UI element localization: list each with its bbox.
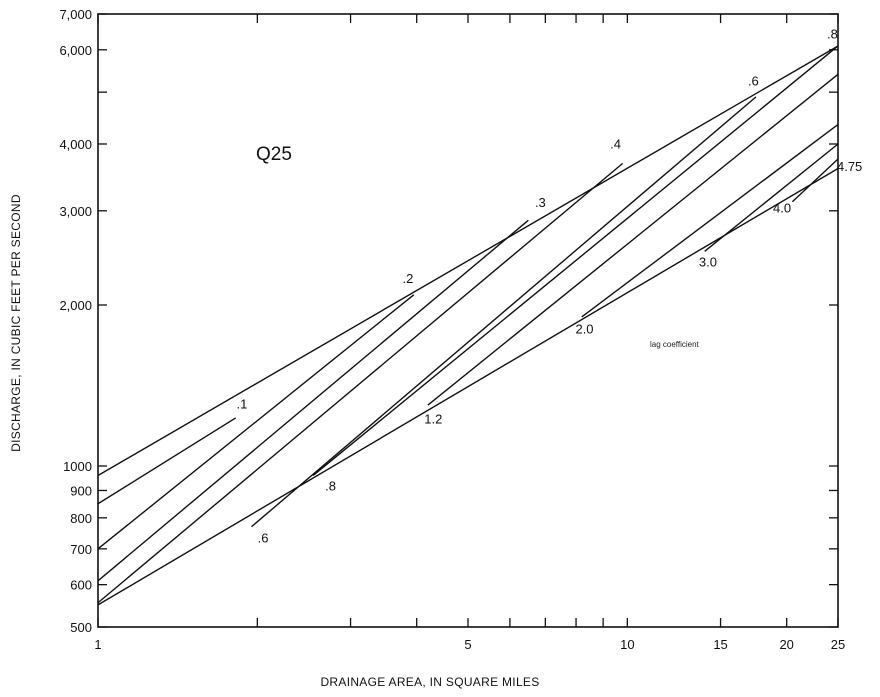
lag-line bbox=[97, 162, 624, 604]
lag-label: 2.0 bbox=[575, 321, 593, 336]
lag-label: 4.75 bbox=[837, 159, 862, 174]
y-tick-label: 6,000 bbox=[59, 43, 92, 58]
annotation-lag-coefficient: lag coefficient bbox=[650, 340, 700, 349]
x-tick-label: 5 bbox=[464, 637, 471, 652]
lag-line bbox=[427, 73, 839, 406]
lag-label: .3 bbox=[535, 195, 546, 210]
lag-label: 1.2 bbox=[424, 412, 442, 427]
x-tick-label: 20 bbox=[779, 637, 793, 652]
lag-label: .6 bbox=[748, 73, 759, 88]
x-tick-label: 10 bbox=[620, 637, 634, 652]
lag-line bbox=[97, 219, 529, 582]
y-tick-label: 4,000 bbox=[59, 137, 92, 152]
y-tick-labels: 500 600 700 800 900 1000 2,000 3,000 4,000 6,000 7… bbox=[59, 7, 92, 635]
y-tick-label: 900 bbox=[70, 483, 92, 498]
lag-coefficient-lines bbox=[97, 45, 839, 606]
plot-frame bbox=[97, 13, 839, 628]
envelope-line-upper bbox=[97, 45, 839, 477]
y-tick-label: 7,000 bbox=[59, 7, 92, 22]
lag-line bbox=[97, 294, 415, 550]
y-tick-label: 600 bbox=[70, 578, 92, 593]
envelope-line-lower bbox=[97, 167, 839, 606]
y-tick-label: 3,000 bbox=[59, 204, 92, 219]
lag-label: .6 bbox=[258, 530, 269, 545]
x-tick-label: 15 bbox=[713, 637, 727, 652]
lag-label: 3.0 bbox=[699, 255, 717, 270]
y-axis-title: DISCHARGE, IN CUBIC FEET PER SECOND bbox=[9, 194, 23, 452]
y-tick-label: 2,000 bbox=[59, 298, 92, 313]
lag-line bbox=[704, 143, 839, 252]
lag-coefficient-labels: .1 .2 .3 .4 .6 .8 1.2 2.0 3.0 4.0 4.75 .6 .8 bbox=[236, 26, 862, 545]
chart-title: Q25 bbox=[256, 144, 292, 165]
lag-line bbox=[791, 158, 839, 203]
y-tick-label: 1000 bbox=[63, 459, 92, 474]
lag-label: .8 bbox=[827, 26, 838, 41]
x-axis-title: DRAINAGE AREA, IN SQUARE MILES bbox=[320, 675, 539, 689]
lag-label: 4.0 bbox=[773, 200, 791, 215]
lag-label: .8 bbox=[325, 478, 336, 493]
x-tick-label: 1 bbox=[94, 637, 101, 652]
lag-line bbox=[312, 45, 839, 477]
lag-line bbox=[97, 417, 237, 505]
lag-label: .2 bbox=[402, 271, 413, 286]
y-tick-label: 700 bbox=[70, 542, 92, 557]
lag-label: .4 bbox=[610, 137, 621, 152]
lag-label: .1 bbox=[236, 397, 247, 412]
y-tick-label: 800 bbox=[70, 511, 92, 526]
x-tick-labels: 1 5 10 15 20 25 bbox=[94, 637, 845, 652]
x-tick-label: 25 bbox=[831, 637, 845, 652]
lag-line bbox=[251, 96, 757, 528]
axis-ticks bbox=[97, 13, 839, 628]
lag-line bbox=[581, 123, 839, 318]
y-tick-label: 500 bbox=[70, 620, 92, 635]
